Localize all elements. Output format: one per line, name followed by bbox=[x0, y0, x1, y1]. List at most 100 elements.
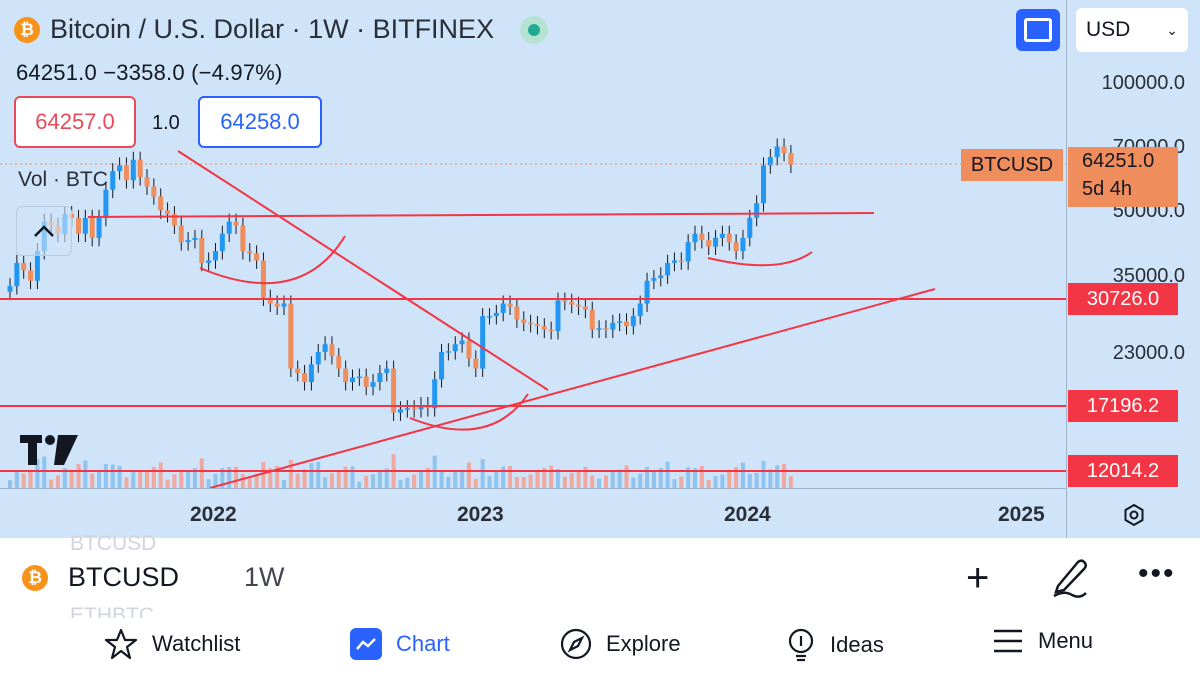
volume-bar bbox=[597, 478, 602, 488]
bar-countdown: 5d 4h bbox=[1082, 178, 1133, 200]
volume-bars bbox=[8, 454, 793, 488]
prev-symbol-ghost: BTCUSD bbox=[70, 532, 157, 555]
candle-body bbox=[14, 262, 20, 287]
candle-body bbox=[370, 382, 376, 387]
candle-body bbox=[500, 303, 506, 313]
candle-body bbox=[192, 237, 198, 241]
year-label: 2024 bbox=[724, 503, 771, 526]
chart-icon bbox=[350, 628, 382, 660]
pen-icon bbox=[1053, 559, 1088, 598]
volume-bar bbox=[268, 468, 273, 488]
volume-bar bbox=[706, 479, 711, 488]
volume-bar bbox=[343, 466, 348, 488]
volume-bar bbox=[329, 473, 334, 488]
volume-bar bbox=[569, 473, 574, 488]
volume-bar bbox=[35, 459, 40, 488]
candle-body bbox=[671, 260, 677, 263]
arc-2022 bbox=[199, 235, 346, 285]
price-axis[interactable]: 100000.0 70000.0 50000.0 35000.0 23000.0 bbox=[1066, 0, 1200, 538]
volume-bar bbox=[90, 473, 95, 488]
candle-body bbox=[397, 409, 403, 413]
hamburger-icon bbox=[994, 629, 1022, 653]
volume-bar bbox=[624, 465, 629, 488]
current-price: 64251.0 bbox=[1082, 150, 1155, 172]
candle-body bbox=[199, 237, 205, 263]
drawing-tools-button[interactable] bbox=[1050, 556, 1090, 603]
volume-bar bbox=[384, 468, 389, 488]
candle-body bbox=[466, 340, 472, 359]
year-label: 2022 bbox=[190, 503, 237, 526]
currency-select[interactable]: USD ⌄ bbox=[1076, 8, 1188, 52]
candle-body bbox=[713, 237, 719, 247]
interval-selector[interactable]: 1W bbox=[244, 562, 285, 592]
sell-button[interactable]: 64257.0 bbox=[14, 96, 136, 148]
candle-body bbox=[699, 233, 705, 241]
volume-bar bbox=[97, 470, 102, 488]
nav-watchlist[interactable]: Watchlist bbox=[104, 628, 240, 660]
volume-bar bbox=[199, 458, 204, 488]
candle-body bbox=[617, 321, 623, 323]
candle-body bbox=[514, 306, 520, 320]
candle-body bbox=[767, 157, 773, 166]
candle-body bbox=[110, 171, 116, 190]
volume-bar bbox=[350, 466, 355, 488]
candle-body bbox=[260, 260, 266, 298]
volume-bar bbox=[145, 470, 149, 488]
chart-settings-button[interactable] bbox=[1122, 503, 1146, 532]
candle-body bbox=[445, 351, 451, 353]
price-tick: 100000.0 bbox=[1101, 72, 1185, 94]
symbol-name[interactable]: BTCUSD bbox=[68, 562, 180, 592]
volume-bar bbox=[398, 479, 403, 488]
candle-body bbox=[678, 260, 684, 262]
add-button[interactable]: + bbox=[966, 556, 990, 600]
volume-bar bbox=[227, 466, 232, 488]
settings-icon bbox=[1124, 503, 1144, 527]
nav-explore-label: Explore bbox=[606, 631, 681, 656]
nav-chart[interactable]: Chart bbox=[350, 628, 450, 660]
nav-menu[interactable]: Menu bbox=[992, 628, 1093, 654]
volume-bar bbox=[679, 476, 684, 488]
candle-body bbox=[562, 300, 568, 303]
volume-bar bbox=[425, 467, 430, 488]
volume-bar bbox=[775, 465, 780, 488]
more-options-button[interactable]: ••• bbox=[1138, 557, 1176, 590]
candle-body bbox=[596, 328, 602, 330]
collapse-legend-button[interactable] bbox=[16, 206, 72, 256]
volume-bar bbox=[535, 471, 540, 488]
volume-bar bbox=[521, 476, 526, 488]
volume-bar bbox=[405, 477, 410, 488]
ohlc-values: 64251.0 −3358.0 (−4.97%) bbox=[16, 60, 283, 85]
candle-body bbox=[754, 203, 760, 218]
buy-button[interactable]: 64258.0 bbox=[198, 96, 322, 148]
tradingview-logo bbox=[20, 434, 78, 474]
symbol-bar[interactable]: BTCUSD ETHBTC bbox=[0, 532, 1200, 627]
volume-bar bbox=[302, 469, 307, 488]
volume-bar bbox=[55, 475, 60, 488]
price-plot[interactable] bbox=[0, 0, 1066, 488]
candle-body bbox=[534, 324, 540, 327]
time-axis[interactable] bbox=[0, 488, 1066, 538]
candle-body bbox=[178, 225, 184, 243]
candle-body bbox=[576, 304, 582, 307]
bitcoin-icon: ₿ bbox=[22, 565, 48, 591]
volume-bar bbox=[713, 476, 718, 488]
volume-bar bbox=[672, 479, 677, 488]
volume-bar bbox=[247, 478, 252, 488]
fullscreen-button[interactable] bbox=[1016, 9, 1060, 51]
candle-body bbox=[733, 242, 739, 252]
nav-explore[interactable]: Explore bbox=[560, 628, 681, 660]
volume-bar bbox=[645, 467, 650, 488]
chart-area[interactable]: ₿ Bitcoin / U.S. Dollar · 1W · BITFINEX … bbox=[0, 0, 1200, 538]
candle-body bbox=[7, 286, 13, 292]
candle-body bbox=[363, 376, 369, 387]
candle-body bbox=[651, 278, 657, 281]
candle-body bbox=[541, 326, 547, 330]
nav-ideas[interactable]: Ideas bbox=[786, 628, 884, 662]
volume-bar bbox=[254, 473, 259, 488]
candle-body bbox=[254, 253, 260, 261]
candle-body bbox=[507, 303, 513, 307]
candle-body bbox=[521, 319, 527, 323]
volume-bar bbox=[240, 474, 245, 488]
candle-body bbox=[219, 233, 225, 252]
candle-body bbox=[213, 251, 218, 261]
